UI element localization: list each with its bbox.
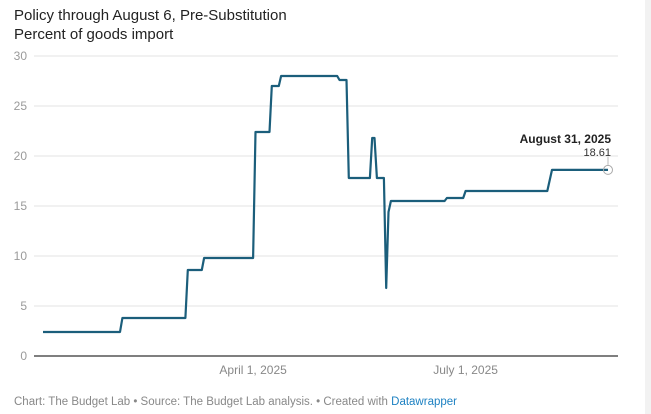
chart-subtitle: Percent of goods import bbox=[14, 26, 174, 43]
series-line bbox=[43, 74, 608, 334]
chart-title-block: Policy through August 6, Pre-Substitutio… bbox=[14, 6, 287, 44]
y-tick-label: 10 bbox=[14, 249, 28, 263]
y-tick-label: 5 bbox=[20, 299, 27, 313]
y-tick-label: 15 bbox=[14, 199, 28, 213]
scrollbar-track[interactable] bbox=[645, 0, 651, 414]
endpoint-marker bbox=[603, 164, 613, 175]
x-tick-label: April 1, 2025 bbox=[219, 363, 287, 377]
annotation-date: August 31, 2025 bbox=[520, 132, 612, 146]
footer-credits: Chart: The Budget Lab • Source: The Budg… bbox=[14, 396, 392, 408]
y-tick-label: 25 bbox=[14, 99, 28, 113]
chart-footer: Chart: The Budget Lab • Source: The Budg… bbox=[14, 396, 457, 408]
datawrapper-link[interactable]: Datawrapper bbox=[391, 396, 457, 408]
y-tick-label: 20 bbox=[14, 149, 28, 163]
y-tick-label: 0 bbox=[20, 349, 27, 363]
x-tick-label: July 1, 2025 bbox=[433, 363, 498, 377]
y-tick-label: 30 bbox=[14, 49, 28, 63]
chart-title: Policy through August 6, Pre-Substitutio… bbox=[14, 7, 287, 24]
annotation-value: 18.61 bbox=[583, 147, 611, 159]
